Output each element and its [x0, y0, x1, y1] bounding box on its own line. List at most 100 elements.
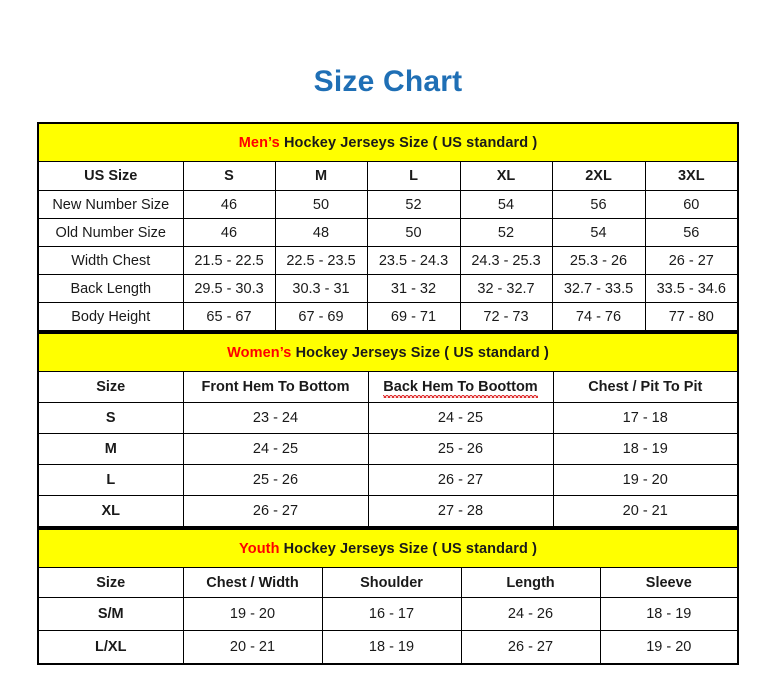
mens-row-1-val-1: 48 — [274, 218, 368, 247]
mens-row-1-val-4: 54 — [551, 218, 646, 247]
womens-row-3-val-1: 27 - 28 — [367, 495, 554, 528]
youth-header-row: Size Chest / Width Shoulder Length Sleev… — [37, 567, 739, 598]
table-row: Back Length 29.5 - 30.3 30.3 - 31 31 - 3… — [37, 274, 739, 303]
mens-col-1: S — [182, 161, 276, 191]
mens-row-0-val-3: 54 — [459, 190, 553, 219]
womens-banner-accent: Women’s — [227, 344, 292, 361]
youth-col-1: Chest / Width — [182, 567, 323, 598]
mens-row-2-val-4: 25.3 - 26 — [551, 246, 646, 275]
mens-row-4-val-4: 74 - 76 — [551, 302, 646, 332]
youth-banner-row: Youth Hockey Jerseys Size ( US standard … — [37, 528, 739, 568]
womens-row-0-label: S — [37, 402, 184, 434]
womens-row-1-label: M — [37, 433, 184, 465]
womens-row-1-val-2: 18 - 19 — [552, 433, 739, 465]
mens-row-0-label: New Number Size — [37, 190, 184, 219]
womens-row-2-val-0: 25 - 26 — [182, 464, 369, 496]
youth-row-0-val-2: 24 - 26 — [460, 597, 601, 631]
womens-banner-cell: Women’s Hockey Jerseys Size ( US standar… — [37, 332, 739, 372]
mens-col-2: M — [274, 161, 368, 191]
womens-row-2-val-2: 19 - 20 — [552, 464, 739, 496]
womens-row-0-val-2: 17 - 18 — [552, 402, 739, 434]
youth-row-0-label: S/M — [37, 597, 184, 631]
mens-col-3: L — [366, 161, 461, 191]
mens-row-3-val-4: 32.7 - 33.5 — [551, 274, 646, 303]
mens-row-2-label: Width Chest — [37, 246, 184, 275]
mens-row-0-val-5: 60 — [644, 190, 739, 219]
table-row: S/M 19 - 20 16 - 17 24 - 26 18 - 19 — [37, 597, 739, 631]
mens-row-2-val-5: 26 - 27 — [644, 246, 739, 275]
youth-size-table: Youth Hockey Jerseys Size ( US standard … — [37, 528, 740, 665]
mens-row-4-val-0: 65 - 67 — [182, 302, 276, 332]
mens-row-0-val-1: 50 — [274, 190, 368, 219]
youth-row-1-val-2: 26 - 27 — [460, 630, 601, 665]
table-row: New Number Size 46 50 52 54 56 60 — [37, 190, 739, 219]
mens-row-3-val-2: 31 - 32 — [366, 274, 461, 303]
youth-banner-cell: Youth Hockey Jerseys Size ( US standard … — [37, 528, 739, 568]
mens-row-3-val-5: 33.5 - 34.6 — [644, 274, 739, 303]
womens-col-0: Size — [37, 371, 184, 403]
youth-row-0-val-3: 18 - 19 — [599, 597, 739, 631]
table-row: L/XL 20 - 21 18 - 19 26 - 27 19 - 20 — [37, 630, 739, 665]
mens-row-1-val-3: 52 — [459, 218, 553, 247]
mens-row-3-val-3: 32 - 32.7 — [459, 274, 553, 303]
mens-banner-cell: Men’s Hockey Jerseys Size ( US standard … — [37, 122, 739, 162]
mens-col-5: 2XL — [551, 161, 646, 191]
page-title: Size Chart — [313, 65, 463, 98]
womens-row-0-val-0: 23 - 24 — [182, 402, 369, 434]
table-row: S 23 - 24 24 - 25 17 - 18 — [37, 402, 739, 434]
youth-col-0: Size — [37, 567, 184, 598]
mens-banner-row: Men’s Hockey Jerseys Size ( US standard … — [37, 122, 739, 162]
youth-col-4: Sleeve — [599, 567, 739, 598]
youth-row-1-val-3: 19 - 20 — [599, 630, 739, 665]
mens-row-4-val-5: 77 - 80 — [644, 302, 739, 332]
mens-row-4-label: Body Height — [37, 302, 184, 332]
mens-row-2-val-2: 23.5 - 24.3 — [366, 246, 461, 275]
womens-header-row: Size Front Hem To Bottom Back Hem To Boo… — [37, 371, 739, 403]
youth-col-3: Length — [460, 567, 601, 598]
womens-row-2-label: L — [37, 464, 184, 496]
youth-row-1-val-0: 20 - 21 — [182, 630, 323, 665]
mens-row-0-val-2: 52 — [366, 190, 461, 219]
womens-col-2-text: Back Hem To Boottom — [383, 379, 539, 398]
mens-row-3-val-1: 30.3 - 31 — [274, 274, 368, 303]
womens-col-1: Front Hem To Bottom — [182, 371, 369, 403]
mens-row-4-val-2: 69 - 71 — [366, 302, 461, 332]
mens-row-3-val-0: 29.5 - 30.3 — [182, 274, 276, 303]
mens-row-4-val-1: 67 - 69 — [274, 302, 368, 332]
youth-row-0-val-1: 16 - 17 — [321, 597, 462, 631]
table-row: Old Number Size 46 48 50 52 54 56 — [37, 218, 739, 247]
mens-row-4-val-3: 72 - 73 — [459, 302, 553, 332]
mens-col-0: US Size — [37, 161, 184, 191]
mens-col-4: XL — [459, 161, 553, 191]
youth-banner-accent: Youth — [239, 540, 280, 557]
mens-row-2-val-0: 21.5 - 22.5 — [182, 246, 276, 275]
mens-row-1-label: Old Number Size — [37, 218, 184, 247]
womens-banner-row: Women’s Hockey Jerseys Size ( US standar… — [37, 332, 739, 372]
mens-row-3-label: Back Length — [37, 274, 184, 303]
table-row: L 25 - 26 26 - 27 19 - 20 — [37, 464, 739, 496]
womens-row-3-val-2: 20 - 21 — [552, 495, 739, 528]
size-tables-container: Men’s Hockey Jerseys Size ( US standard … — [37, 122, 740, 665]
mens-row-0-val-0: 46 — [182, 190, 276, 219]
womens-col-3: Chest / Pit To Pit — [552, 371, 739, 403]
table-row: XL 26 - 27 27 - 28 20 - 21 — [37, 495, 739, 528]
youth-row-1-val-1: 18 - 19 — [321, 630, 462, 665]
youth-col-2: Shoulder — [321, 567, 462, 598]
table-row: Body Height 65 - 67 67 - 69 69 - 71 72 -… — [37, 302, 739, 332]
womens-row-0-val-1: 24 - 25 — [367, 402, 554, 434]
womens-row-2-val-1: 26 - 27 — [367, 464, 554, 496]
mens-header-row: US Size S M L XL 2XL 3XL — [37, 161, 739, 191]
womens-row-3-label: XL — [37, 495, 184, 528]
mens-col-6: 3XL — [644, 161, 739, 191]
womens-row-1-val-0: 24 - 25 — [182, 433, 369, 465]
mens-row-2-val-3: 24.3 - 25.3 — [459, 246, 553, 275]
table-row: Width Chest 21.5 - 22.5 22.5 - 23.5 23.5… — [37, 246, 739, 275]
mens-size-table: Men’s Hockey Jerseys Size ( US standard … — [37, 122, 740, 332]
mens-row-1-val-2: 50 — [366, 218, 461, 247]
youth-row-1-label: L/XL — [37, 630, 184, 665]
mens-row-1-val-0: 46 — [182, 218, 276, 247]
mens-row-0-val-4: 56 — [551, 190, 646, 219]
womens-row-3-val-0: 26 - 27 — [182, 495, 369, 528]
youth-banner-rest: Hockey Jerseys Size ( US standard ) — [279, 540, 538, 557]
